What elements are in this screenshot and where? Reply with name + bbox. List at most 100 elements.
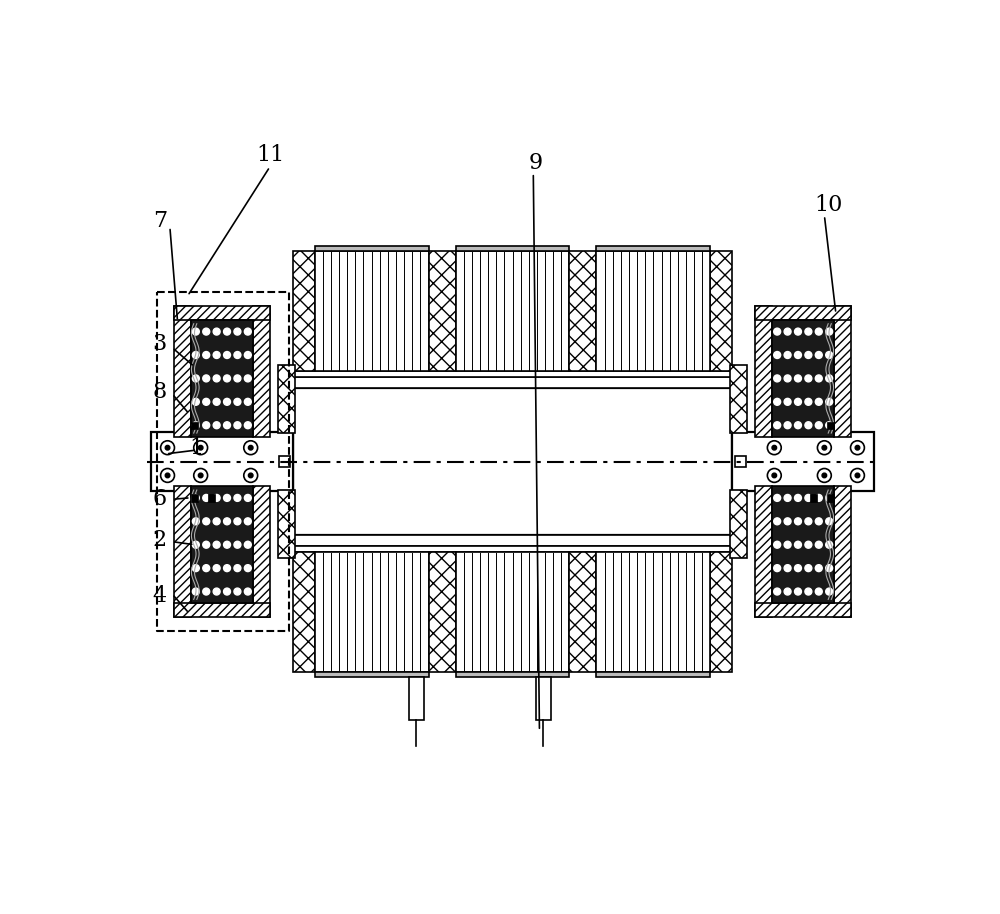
Text: 6: 6 — [153, 488, 167, 510]
Text: 2: 2 — [153, 529, 167, 551]
Bar — [191, 320, 253, 437]
Circle shape — [784, 494, 791, 502]
Bar — [569, 552, 596, 672]
Bar — [315, 672, 429, 677]
Circle shape — [774, 541, 781, 548]
Circle shape — [774, 328, 781, 335]
Circle shape — [213, 565, 220, 571]
Circle shape — [203, 494, 210, 502]
Circle shape — [826, 588, 833, 595]
Bar — [710, 552, 732, 672]
Bar — [293, 552, 315, 672]
Circle shape — [815, 328, 822, 335]
Circle shape — [784, 375, 791, 382]
Text: 4: 4 — [153, 585, 167, 607]
Circle shape — [784, 518, 791, 525]
Bar — [293, 377, 732, 388]
Circle shape — [784, 399, 791, 405]
Circle shape — [203, 352, 210, 358]
Circle shape — [203, 588, 210, 595]
Circle shape — [198, 473, 203, 478]
Bar — [732, 432, 874, 491]
Bar — [772, 320, 834, 437]
Text: 7: 7 — [153, 209, 167, 231]
Circle shape — [805, 518, 812, 525]
Bar — [315, 251, 429, 371]
Circle shape — [213, 518, 220, 525]
Circle shape — [795, 328, 801, 335]
Circle shape — [774, 421, 781, 429]
Circle shape — [203, 328, 210, 335]
Bar — [429, 552, 456, 672]
Circle shape — [815, 518, 822, 525]
Bar — [730, 366, 747, 433]
Circle shape — [826, 352, 833, 358]
Bar — [755, 603, 851, 617]
Circle shape — [213, 421, 220, 429]
Circle shape — [826, 518, 833, 525]
Circle shape — [203, 565, 210, 571]
Circle shape — [855, 473, 860, 478]
Circle shape — [774, 565, 781, 571]
Circle shape — [826, 375, 833, 382]
Bar — [772, 486, 834, 603]
Circle shape — [234, 375, 241, 382]
Circle shape — [795, 541, 801, 548]
Circle shape — [198, 445, 203, 450]
Circle shape — [774, 518, 781, 525]
Circle shape — [224, 421, 230, 429]
Text: 1: 1 — [190, 437, 204, 459]
Bar — [596, 672, 710, 677]
Circle shape — [244, 494, 251, 502]
Bar — [278, 366, 295, 433]
Circle shape — [815, 588, 822, 595]
Bar — [834, 486, 851, 617]
Circle shape — [203, 399, 210, 405]
Bar — [596, 251, 710, 371]
Circle shape — [194, 441, 208, 454]
Circle shape — [248, 473, 253, 478]
Circle shape — [224, 541, 230, 548]
Circle shape — [203, 518, 210, 525]
Circle shape — [165, 445, 170, 450]
Circle shape — [795, 399, 801, 405]
Circle shape — [192, 541, 199, 548]
Bar — [174, 603, 270, 617]
Circle shape — [165, 473, 170, 478]
Circle shape — [192, 518, 199, 525]
Circle shape — [784, 565, 791, 571]
Bar — [253, 486, 270, 617]
Circle shape — [192, 421, 199, 429]
Circle shape — [194, 469, 208, 483]
Bar — [174, 306, 270, 320]
Circle shape — [161, 441, 174, 454]
Circle shape — [795, 588, 801, 595]
Circle shape — [822, 445, 827, 450]
Circle shape — [213, 494, 220, 502]
Circle shape — [213, 588, 220, 595]
Circle shape — [244, 352, 251, 358]
Text: 11: 11 — [256, 144, 284, 166]
Circle shape — [784, 588, 791, 595]
Bar — [174, 306, 191, 437]
Bar — [151, 432, 293, 491]
Circle shape — [855, 445, 860, 450]
Circle shape — [192, 328, 199, 335]
Bar — [456, 552, 569, 672]
Bar — [569, 251, 596, 371]
Circle shape — [192, 352, 199, 358]
Text: 3: 3 — [153, 333, 167, 355]
Circle shape — [805, 494, 812, 502]
Circle shape — [805, 541, 812, 548]
Bar — [827, 494, 834, 502]
Circle shape — [213, 328, 220, 335]
Circle shape — [795, 375, 801, 382]
Circle shape — [234, 588, 241, 595]
Circle shape — [822, 473, 827, 478]
Bar — [755, 486, 772, 617]
Bar — [536, 677, 551, 719]
Circle shape — [784, 328, 791, 335]
Circle shape — [815, 375, 822, 382]
Text: 9: 9 — [529, 152, 543, 174]
Bar — [755, 306, 772, 437]
